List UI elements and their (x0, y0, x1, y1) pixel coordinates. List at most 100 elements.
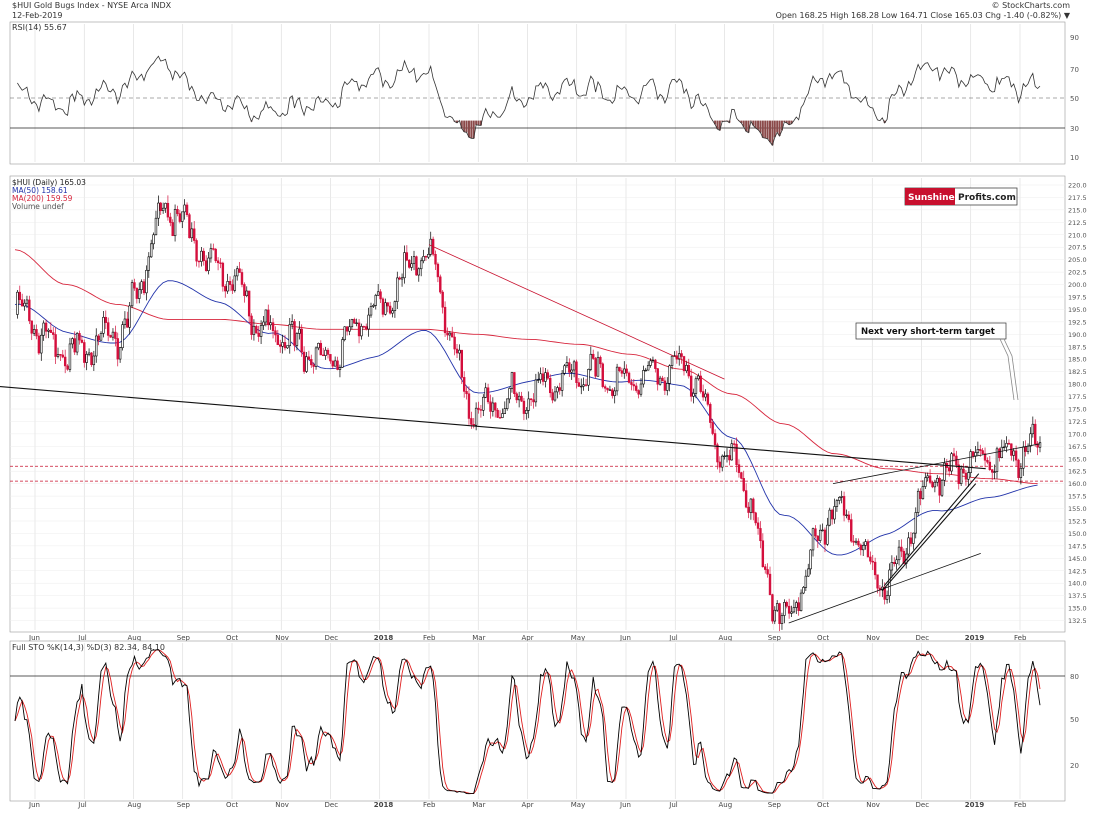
price-bar-body (565, 362, 569, 367)
price-bar-body (142, 281, 146, 294)
price-bar-body (1034, 423, 1037, 445)
price-bar-body (532, 399, 535, 403)
price-bar-body (646, 365, 650, 371)
price-bar-body (840, 496, 843, 498)
x-tick-label: 2018 (374, 801, 394, 809)
price-bar-body (376, 291, 380, 296)
x-tick-label: Mar (472, 634, 485, 642)
price-bar-body (773, 609, 776, 622)
price-bar-body (52, 332, 55, 335)
price-bar-body (551, 392, 554, 401)
price-bar-body (305, 356, 308, 372)
price-bar-body (443, 306, 447, 334)
price-bar-body (756, 522, 760, 529)
y-tick-label: 152.5 (1068, 517, 1087, 525)
y-tick-label: 217.5 (1068, 194, 1087, 202)
ma200-line (14, 249, 1038, 485)
x-tick-label: Apr (522, 801, 534, 809)
x-tick-label: Dec (325, 801, 339, 809)
stoch-level-label: 80 (1070, 673, 1079, 681)
price-bar-body (510, 372, 514, 389)
price-bar-body (47, 329, 50, 332)
price-bar-body (109, 335, 112, 338)
price-bar-body (415, 256, 418, 276)
price-bar-body (336, 360, 339, 370)
price-bar-body (699, 375, 702, 392)
ma200-legend: MA(200) 159.59 (12, 194, 73, 203)
price-legend: $HUI (Daily) 165.03 (12, 178, 86, 187)
price-bar-body (768, 573, 772, 595)
price-bar-body (539, 373, 542, 380)
price-bar-body (627, 372, 631, 383)
price-bar-body (995, 448, 999, 472)
price-bar-body (859, 544, 863, 551)
price-bar-body (639, 383, 643, 395)
price-bar-body (821, 529, 824, 532)
x-tick-label: Nov (275, 801, 289, 809)
price-bar-body (350, 319, 354, 328)
rsi-panel: RSI(14) 55.67 90 70 50 30 10 (9, 21, 1079, 165)
price-bar-body (909, 537, 913, 544)
x-tick-label: Nov (275, 634, 289, 642)
price-bar-body (355, 322, 358, 325)
x-tick-label: Dec (916, 801, 930, 809)
trend-lines (0, 244, 1041, 624)
price-bar-body (830, 509, 834, 520)
price-bar-body (938, 478, 941, 496)
x-tick-label: Jul (668, 801, 678, 809)
price-bar-body (505, 398, 509, 409)
ma50-legend: MA(50) 158.61 (12, 186, 68, 195)
price-bar-body (398, 277, 401, 280)
price-bar-body (976, 449, 980, 453)
price-bar-body (682, 356, 686, 372)
price-bar-body (61, 354, 64, 358)
y-tick-label: 140.0 (1068, 580, 1087, 588)
price-bar-body (224, 286, 227, 292)
price-bar-body (491, 402, 495, 412)
price-bar-body (589, 353, 593, 370)
price-bar-body (556, 387, 559, 393)
price-bar-body (1012, 450, 1015, 456)
price-bar-body (1029, 433, 1032, 447)
x-tick-label: Jun (619, 801, 631, 809)
price-bar-body (575, 361, 578, 383)
price-bar-body (87, 352, 91, 355)
y-tick-label: 157.5 (1068, 493, 1087, 501)
price-bar-body (666, 383, 669, 391)
price-bar-body (807, 568, 810, 577)
price-bar-body (857, 540, 860, 546)
price-bar-body (661, 377, 664, 382)
y-tick-label: 192.5 (1068, 318, 1087, 326)
price-bar-body (255, 325, 258, 334)
price-bar-body (893, 562, 896, 565)
price-bar-body (546, 372, 550, 379)
price-bar-body (919, 490, 922, 499)
price-bar-body (462, 377, 466, 392)
price-bar-body (496, 409, 499, 418)
rsi-level-label: 10 (1070, 154, 1079, 162)
stoch-level-label: 20 (1070, 762, 1079, 770)
price-bar-body (508, 388, 511, 400)
price-bar-body (228, 281, 232, 285)
x-tick-label: May (571, 634, 585, 642)
price-bar-body (663, 380, 667, 391)
price-bar-body (374, 294, 377, 306)
price-bar-body (811, 528, 815, 551)
price-bar-body (391, 310, 394, 314)
price-bar-body (592, 353, 595, 359)
price-bar-body (692, 393, 695, 397)
price-bar-body (403, 252, 406, 279)
price-bar-body (632, 384, 636, 387)
price-bar-body (713, 433, 717, 446)
price-bar-body (474, 407, 478, 426)
y-tick-label: 172.5 (1068, 418, 1087, 426)
y-tick-label: 205.0 (1068, 256, 1087, 264)
price-bar-body (797, 602, 800, 611)
price-bar-body (766, 569, 769, 575)
price-bar-body (735, 443, 738, 465)
price-bar-body (281, 342, 284, 347)
price-bar-body (957, 464, 960, 484)
price-bar-body (424, 256, 428, 258)
price-x-axis: Jun Jul Aug Sep Oct Nov Dec 2018 Feb Mar Apr May Jun… (28, 634, 1027, 642)
price-bar-body (912, 532, 915, 544)
